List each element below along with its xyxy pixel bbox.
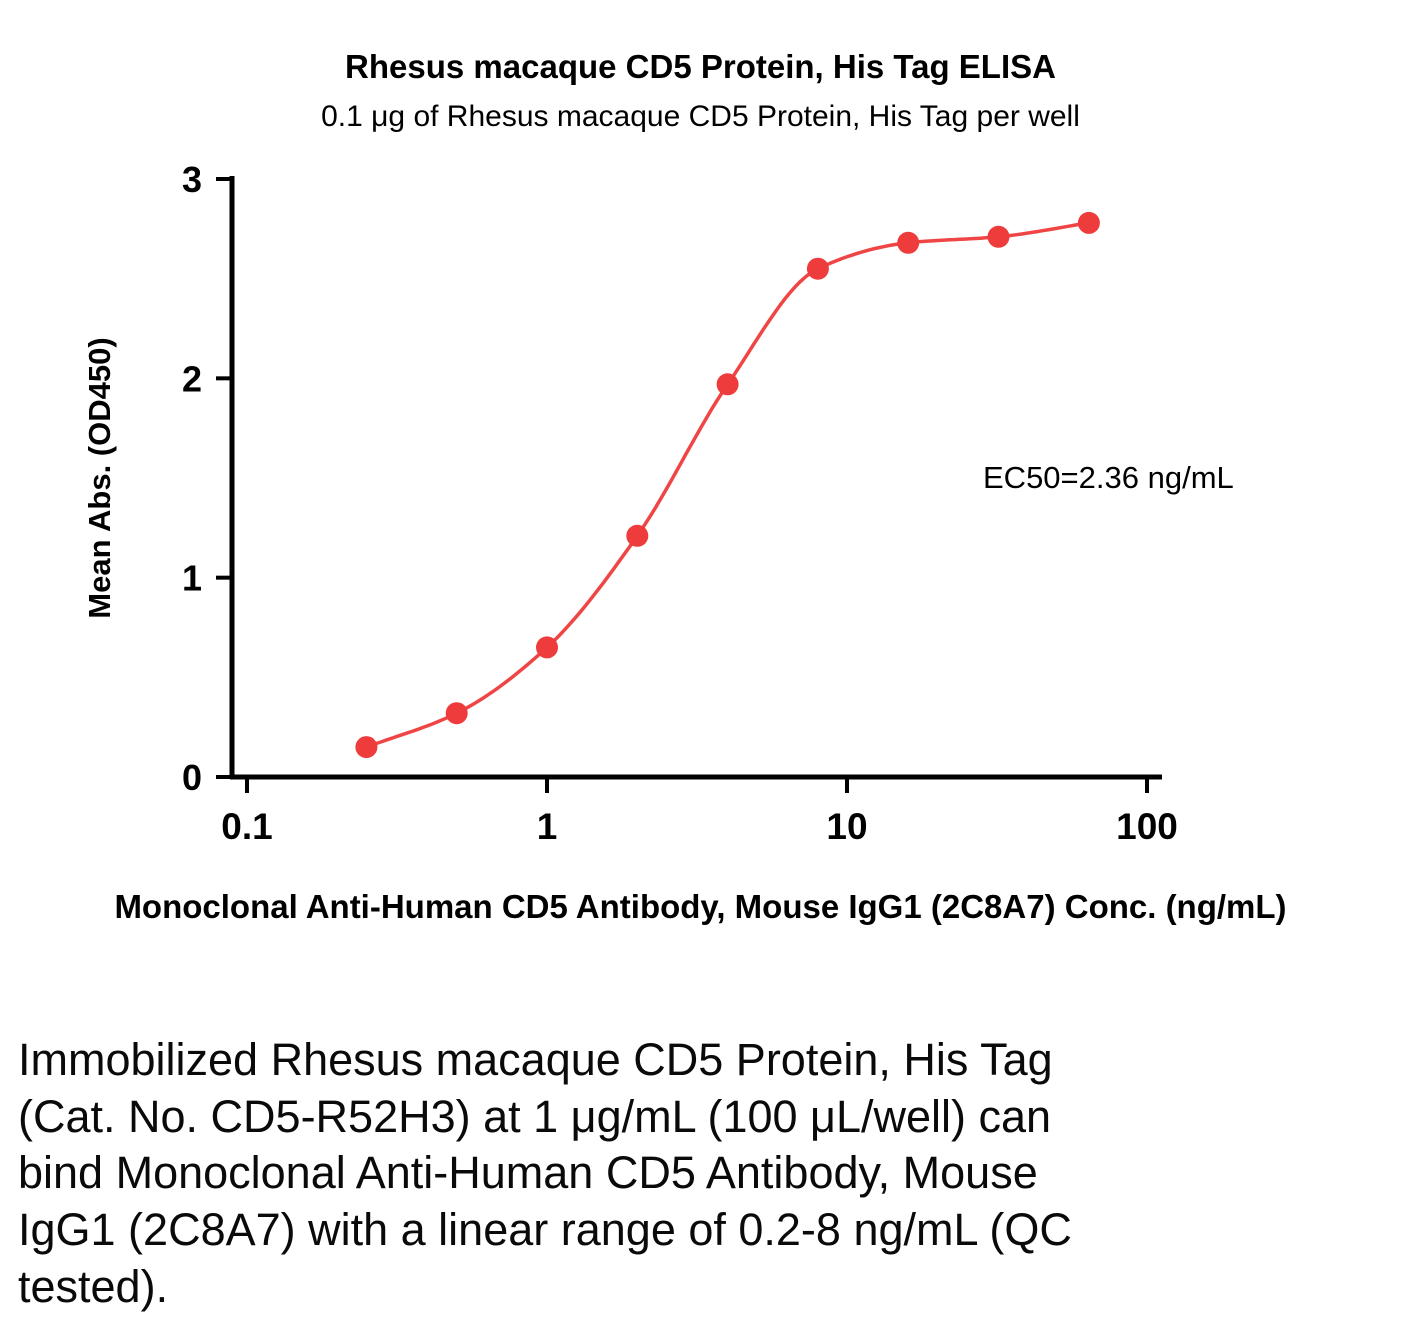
data-point	[355, 736, 378, 759]
data-point	[445, 702, 468, 725]
figure-caption: Immobilized Rhesus macaque CD5 Protein, …	[18, 1034, 1072, 1312]
data-point	[987, 225, 1010, 248]
chart-title: Rhesus macaque CD5 Protein, His Tag ELIS…	[345, 48, 1056, 85]
data-point	[536, 636, 558, 659]
x-tick-label: 1	[537, 806, 558, 847]
data-point	[1077, 211, 1100, 234]
chart-svg: 0.1 1 10 100 0 1 2 3	[182, 159, 1178, 847]
fit-curve	[364, 221, 1091, 749]
y-tick-label: 3	[182, 159, 202, 200]
y-tick-label: 0	[182, 757, 202, 798]
x-tick-label: 10	[826, 806, 867, 847]
data-point	[897, 231, 920, 254]
data-point	[806, 257, 829, 280]
chart-subtitle: 0.1 μg of Rhesus macaque CD5 Protein, Hi…	[321, 100, 1080, 133]
y-tick-label: 1	[182, 558, 202, 599]
data-point	[626, 524, 649, 547]
y-tick-label: 2	[182, 358, 202, 399]
x-axis-label: Monoclonal Anti-Human CD5 Antibody, Mous…	[114, 888, 1287, 925]
x-tick-label: 0.1	[221, 806, 272, 847]
x-tick-label: 100	[1116, 806, 1178, 847]
ec50-annotation: EC50=2.36 ng/mL	[983, 460, 1234, 495]
data-point	[716, 373, 739, 396]
y-axis-label: Mean Abs. (OD450)	[82, 337, 117, 619]
